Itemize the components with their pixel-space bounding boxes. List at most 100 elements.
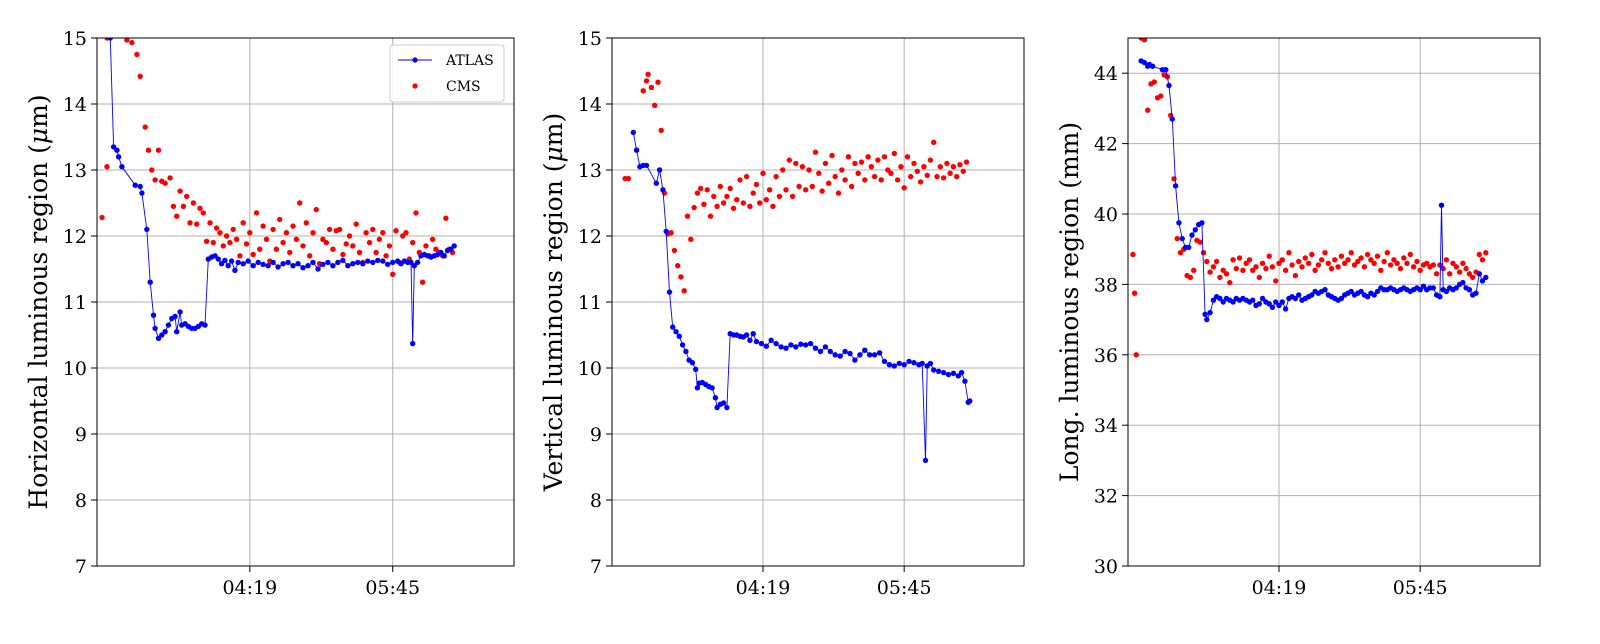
data-point-atlas bbox=[114, 147, 120, 153]
data-point-cms bbox=[220, 243, 226, 249]
data-point-cms bbox=[737, 177, 743, 183]
data-point-cms bbox=[809, 183, 815, 190]
data-point-cms bbox=[937, 164, 943, 170]
y-tick-label: 15 bbox=[578, 28, 602, 50]
data-point-cms bbox=[210, 239, 216, 246]
data-point-cms bbox=[393, 228, 399, 234]
data-point-cms bbox=[403, 230, 409, 236]
data-point-cms bbox=[413, 210, 419, 216]
data-point-cms bbox=[855, 170, 861, 176]
data-point-atlas bbox=[1276, 302, 1282, 309]
data-point-cms bbox=[326, 226, 333, 233]
data-point-atlas bbox=[931, 367, 937, 373]
data-point-atlas bbox=[1220, 299, 1226, 305]
data-point-cms bbox=[174, 213, 180, 219]
data-point-atlas bbox=[1430, 285, 1437, 291]
data-point-atlas bbox=[803, 342, 809, 348]
y-tick-label: 42 bbox=[1094, 134, 1118, 156]
data-point-cms bbox=[180, 203, 187, 209]
data-point-cms bbox=[1322, 250, 1328, 256]
data-point-cms bbox=[1197, 239, 1203, 245]
data-point-cms bbox=[740, 200, 746, 206]
data-point-atlas bbox=[228, 258, 235, 264]
data-point-cms bbox=[370, 226, 376, 233]
y-tick-label: 15 bbox=[63, 28, 87, 50]
data-point-cms bbox=[1470, 274, 1476, 281]
data-point-cms bbox=[243, 241, 250, 247]
data-point-cms bbox=[1348, 250, 1354, 256]
data-point-cms bbox=[1305, 260, 1312, 266]
data-point-atlas bbox=[360, 261, 366, 267]
data-point-atlas bbox=[1169, 116, 1176, 122]
data-point-atlas bbox=[1259, 295, 1266, 302]
data-point-cms bbox=[671, 247, 678, 254]
data-point-cms bbox=[1279, 257, 1286, 263]
data-point-cms bbox=[433, 246, 439, 252]
data-point-atlas bbox=[410, 340, 416, 347]
data-point-cms bbox=[1479, 257, 1486, 263]
data-point-atlas bbox=[177, 309, 183, 315]
data-point-cms bbox=[1240, 267, 1246, 273]
series-cms bbox=[622, 71, 970, 294]
data-point-atlas bbox=[1417, 287, 1423, 293]
data-point-atlas bbox=[693, 366, 699, 372]
data-point-atlas bbox=[172, 313, 178, 320]
data-point-atlas bbox=[345, 263, 351, 269]
data-point-cms bbox=[780, 167, 786, 173]
data-point-atlas bbox=[1420, 283, 1427, 289]
data-point-cms bbox=[1342, 260, 1348, 266]
data-point-atlas bbox=[370, 259, 376, 266]
data-point-cms bbox=[1302, 255, 1309, 261]
data-point-cms bbox=[1407, 251, 1414, 258]
data-point-cms bbox=[1368, 257, 1374, 263]
data-point-atlas bbox=[827, 348, 833, 355]
y-tick-label: 38 bbox=[1094, 274, 1118, 296]
data-point-cms bbox=[443, 215, 449, 221]
y-axis-label: Horizontal luminous region (μm) bbox=[24, 94, 53, 509]
data-point-atlas bbox=[1166, 82, 1172, 89]
data-point-cms bbox=[1263, 265, 1269, 272]
x-tick-label: 05:45 bbox=[877, 577, 932, 599]
data-point-atlas bbox=[1438, 202, 1445, 208]
data-point-atlas bbox=[1217, 295, 1223, 302]
y-tick-label: 13 bbox=[63, 160, 87, 182]
data-point-cms bbox=[694, 190, 701, 196]
data-point-cms bbox=[734, 197, 740, 203]
data-point-cms bbox=[822, 160, 829, 167]
data-point-atlas bbox=[1338, 295, 1345, 302]
data-point-cms bbox=[904, 154, 911, 160]
data-point-cms bbox=[947, 170, 953, 176]
data-point-atlas bbox=[666, 289, 673, 295]
data-point-atlas bbox=[1453, 285, 1460, 291]
data-point-atlas bbox=[1199, 220, 1205, 226]
x-tick-label: 04:19 bbox=[222, 577, 277, 599]
data-point-cms bbox=[944, 160, 950, 167]
data-point-cms bbox=[1328, 265, 1335, 272]
data-point-cms bbox=[796, 183, 802, 190]
data-point-cms bbox=[213, 225, 220, 231]
data-point-atlas bbox=[232, 267, 238, 273]
data-point-cms bbox=[134, 51, 140, 58]
data-point-atlas bbox=[225, 263, 231, 269]
data-point-cms bbox=[1466, 271, 1473, 277]
data-point-atlas bbox=[240, 261, 246, 267]
data-point-cms bbox=[1289, 262, 1295, 268]
data-point-cms bbox=[1335, 264, 1341, 270]
data-point-cms bbox=[1345, 257, 1351, 263]
data-point-cms bbox=[714, 203, 720, 209]
data-point-cms bbox=[1476, 251, 1483, 258]
data-point-cms bbox=[1151, 79, 1158, 85]
data-point-atlas bbox=[255, 259, 261, 266]
data-point-cms bbox=[1286, 250, 1292, 256]
y-tick-label: 34 bbox=[1094, 415, 1118, 437]
data-point-cms bbox=[99, 214, 105, 221]
data-point-cms bbox=[750, 190, 756, 196]
data-point-cms bbox=[280, 239, 286, 246]
data-point-atlas bbox=[847, 350, 853, 357]
data-point-cms bbox=[871, 173, 878, 180]
data-point-cms bbox=[908, 173, 914, 180]
data-point-atlas bbox=[222, 257, 228, 264]
data-point-cms bbox=[848, 183, 855, 190]
data-point-atlas bbox=[265, 263, 271, 269]
data-point-cms bbox=[124, 38, 130, 43]
